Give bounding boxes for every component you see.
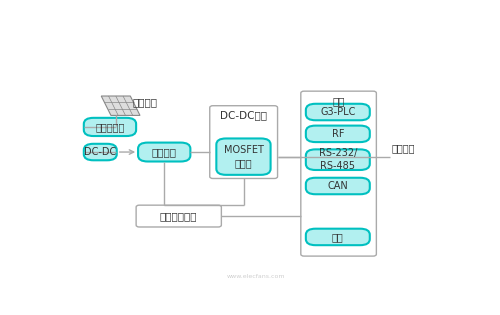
FancyBboxPatch shape	[136, 205, 222, 227]
Text: CAN: CAN	[328, 181, 348, 191]
FancyBboxPatch shape	[306, 149, 370, 170]
Text: 温度传感器: 温度传感器	[96, 122, 124, 132]
Polygon shape	[101, 96, 140, 115]
FancyBboxPatch shape	[301, 91, 376, 256]
Text: DC-DC: DC-DC	[84, 147, 116, 157]
Text: www.elecfans.com: www.elecfans.com	[227, 274, 286, 279]
Text: DC-DC优化: DC-DC优化	[220, 111, 267, 121]
Text: RF: RF	[332, 129, 344, 139]
FancyBboxPatch shape	[84, 144, 117, 160]
FancyBboxPatch shape	[210, 106, 278, 179]
FancyBboxPatch shape	[84, 118, 136, 136]
Text: 电能测量: 电能测量	[152, 147, 176, 157]
Text: G3-PLC: G3-PLC	[320, 107, 356, 117]
FancyBboxPatch shape	[306, 229, 370, 245]
Text: 太阳能板: 太阳能板	[132, 97, 157, 107]
Text: 至逆变器: 至逆变器	[392, 143, 415, 153]
FancyBboxPatch shape	[216, 139, 270, 175]
Text: MOSFET
驱动器: MOSFET 驱动器	[224, 146, 264, 168]
FancyBboxPatch shape	[138, 143, 190, 162]
Text: RS-232/
RS-485: RS-232/ RS-485	[318, 148, 357, 171]
FancyBboxPatch shape	[306, 126, 370, 142]
Text: 数字系统控制: 数字系统控制	[160, 211, 198, 221]
FancyBboxPatch shape	[306, 104, 370, 120]
Text: 通信: 通信	[332, 96, 345, 106]
Text: 其他: 其他	[332, 232, 344, 242]
FancyBboxPatch shape	[306, 178, 370, 194]
